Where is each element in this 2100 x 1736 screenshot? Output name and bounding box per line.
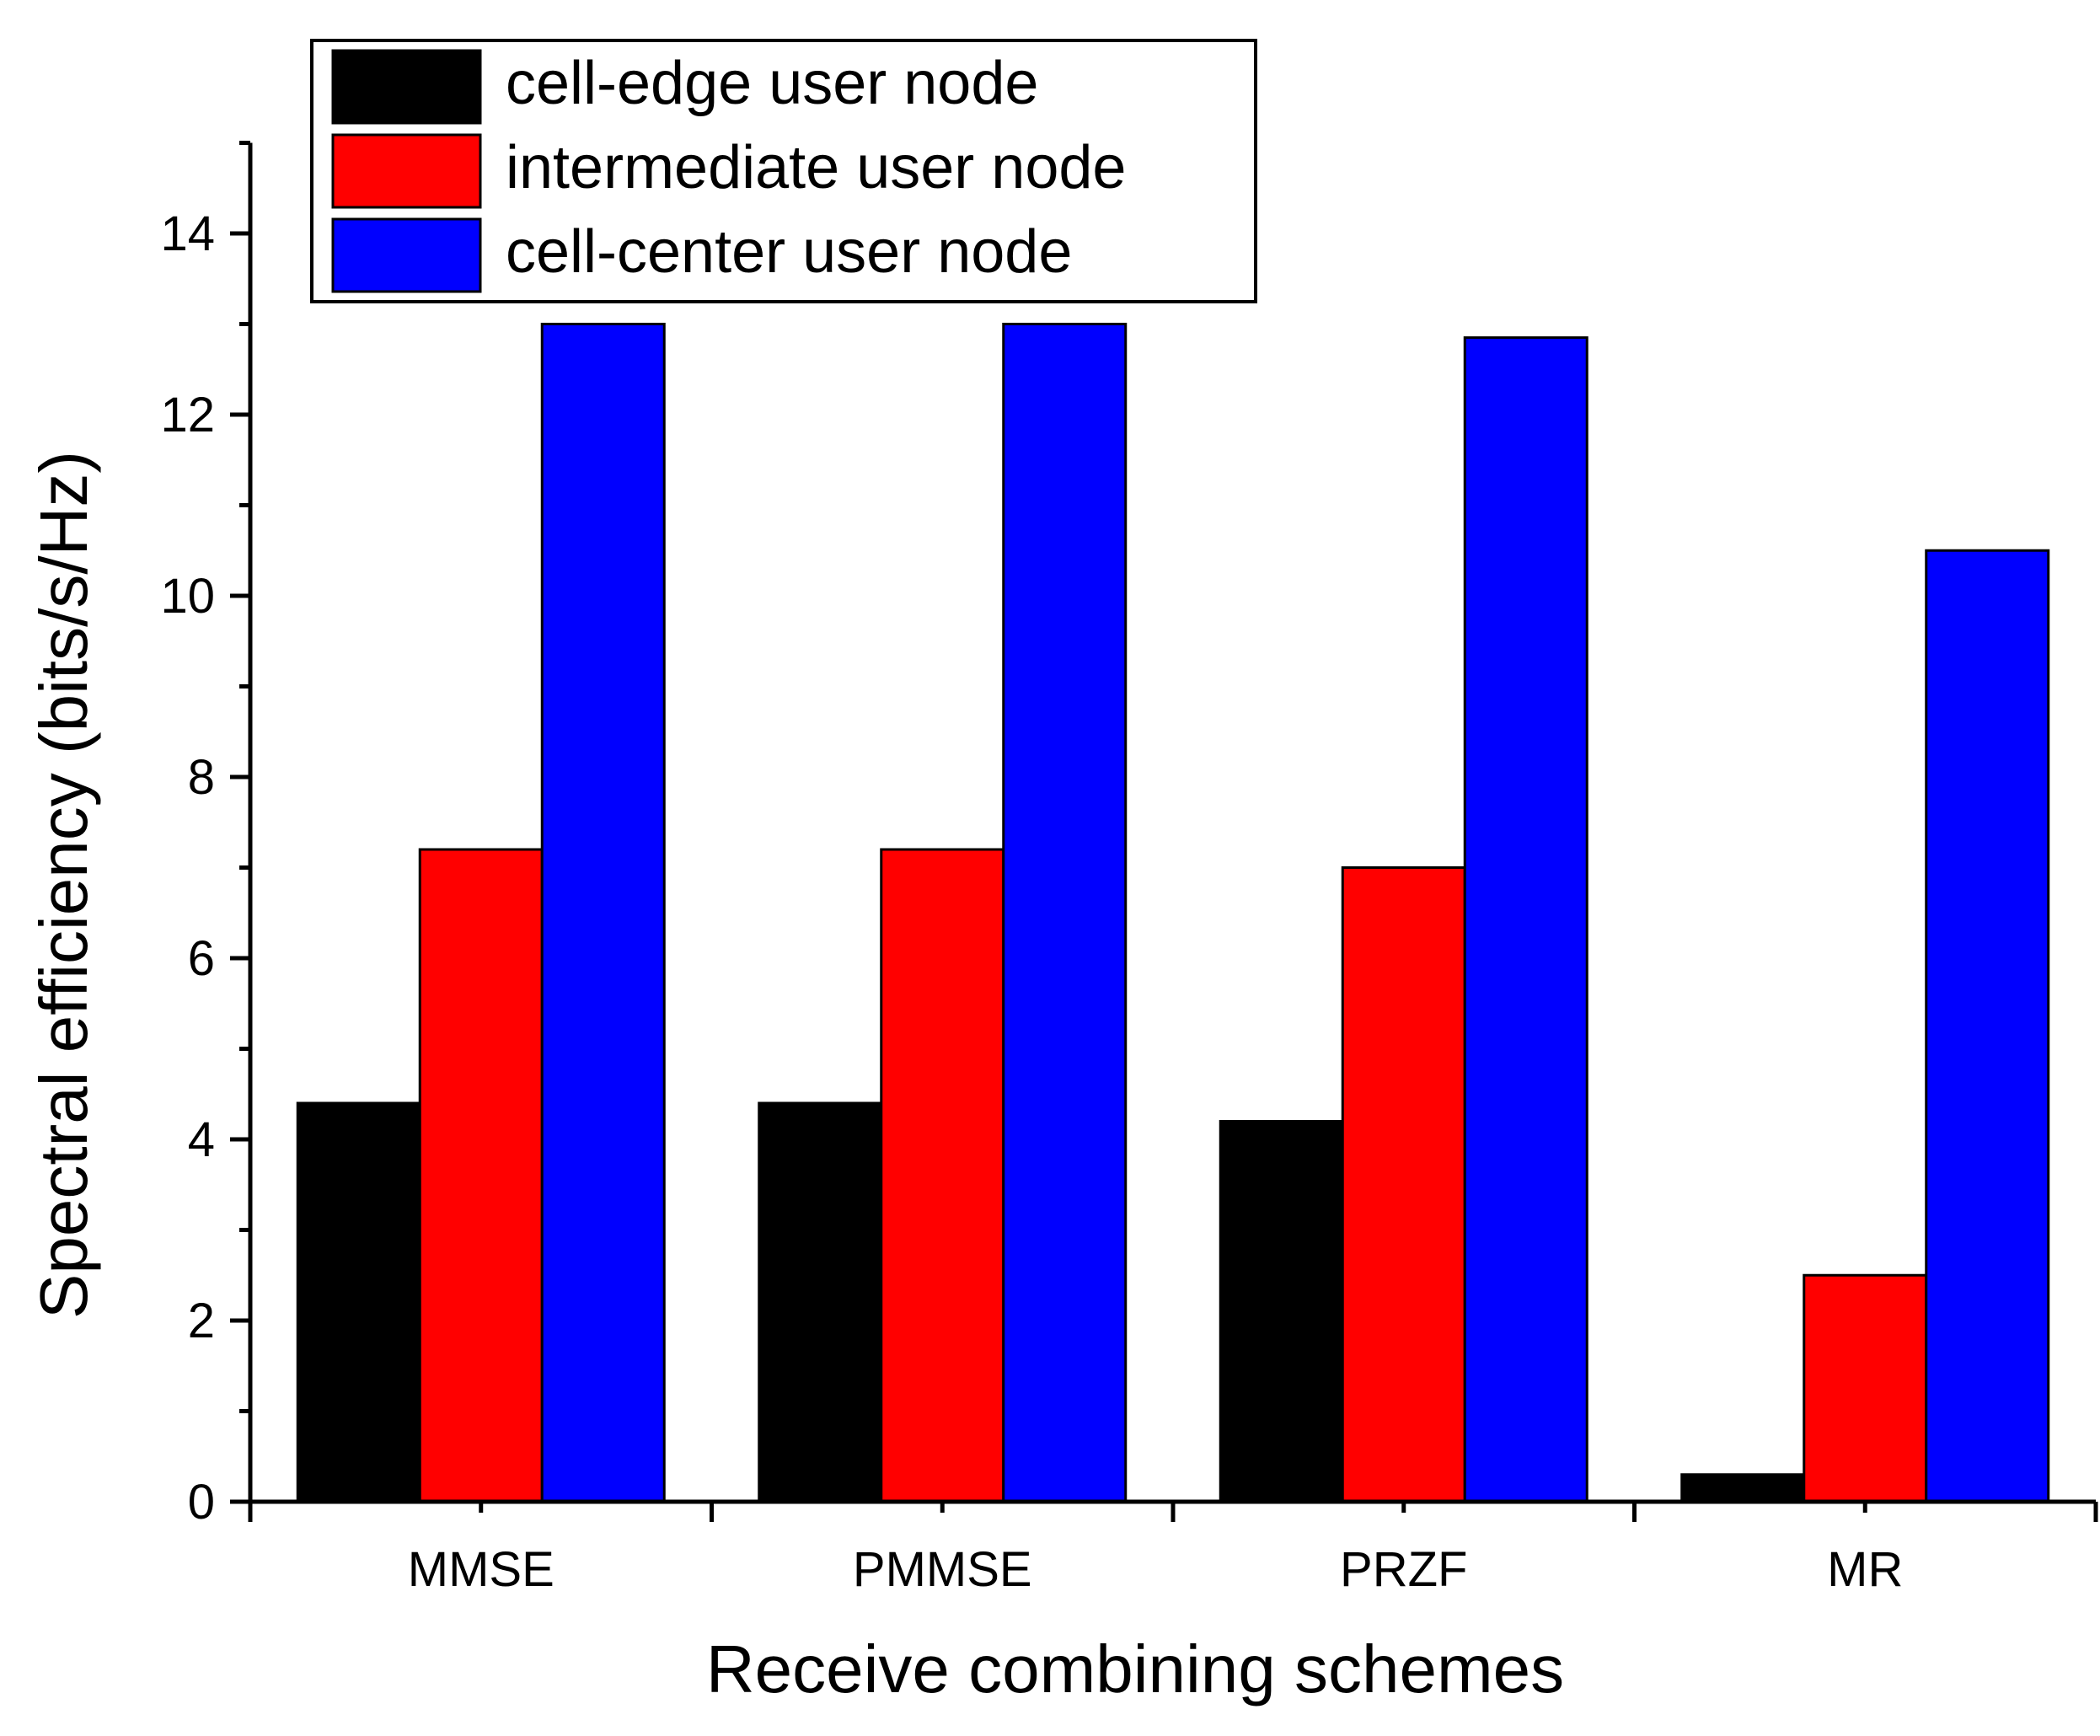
bar-mmse-series-1 bbox=[418, 848, 544, 1503]
bar-przf-series-1 bbox=[1341, 866, 1466, 1503]
y-tick-label-2: 2 bbox=[188, 1294, 215, 1348]
bar-pmmse-series-1 bbox=[880, 848, 1005, 1503]
legend-label-0: cell-edge user node bbox=[506, 50, 1038, 117]
legend-swatch-2 bbox=[331, 217, 482, 293]
bar-pmmse-series-2 bbox=[1002, 323, 1128, 1503]
axes-layer bbox=[230, 141, 2098, 1522]
bar-pmmse-series-0 bbox=[758, 1101, 883, 1503]
x-tick-label-pmmse: PMMSE bbox=[853, 1542, 1032, 1597]
y-axis-label: Spectral efficiency (bits/s/Hz) bbox=[26, 451, 101, 1319]
x-tick-label-przf: PRZF bbox=[1340, 1542, 1467, 1597]
legend-swatch-0 bbox=[331, 49, 482, 125]
y-tick-label-10: 10 bbox=[160, 569, 215, 624]
legend-label-1: intermediate user node bbox=[506, 134, 1126, 201]
y-tick-label-0: 0 bbox=[188, 1475, 215, 1530]
bar-mr-series-2 bbox=[1925, 549, 2050, 1503]
x-tick-label-mmse: MMSE bbox=[408, 1542, 554, 1597]
bars-layer bbox=[296, 323, 2050, 1503]
bar-mmse-series-2 bbox=[540, 323, 666, 1503]
bar-mmse-series-0 bbox=[296, 1101, 421, 1503]
x-axis-label: Receive combining schemes bbox=[706, 1632, 1564, 1707]
labels-layer: 0 2 4 6 8 10 12 14 MMSE PMMSE PRZF MR Receive combin… bbox=[26, 206, 1903, 1707]
y-tick-label-6: 6 bbox=[188, 931, 215, 986]
legend: cell-edge user node intermediate user nod… bbox=[310, 39, 1257, 303]
y-tick-label-8: 8 bbox=[188, 750, 215, 805]
legend-swatch-1 bbox=[331, 133, 482, 209]
bar-przf-series-0 bbox=[1219, 1120, 1344, 1503]
y-tick-label-4: 4 bbox=[188, 1112, 215, 1167]
bar-przf-series-2 bbox=[1463, 336, 1588, 1503]
bar-mr-series-0 bbox=[1680, 1473, 1806, 1503]
y-tick-label-12: 12 bbox=[160, 388, 215, 442]
x-tick-label-mr: MR bbox=[1827, 1542, 1903, 1597]
y-tick-label-14: 14 bbox=[160, 206, 215, 261]
bar-mr-series-1 bbox=[1803, 1273, 1928, 1503]
legend-label-2: cell-center user node bbox=[506, 218, 1072, 286]
